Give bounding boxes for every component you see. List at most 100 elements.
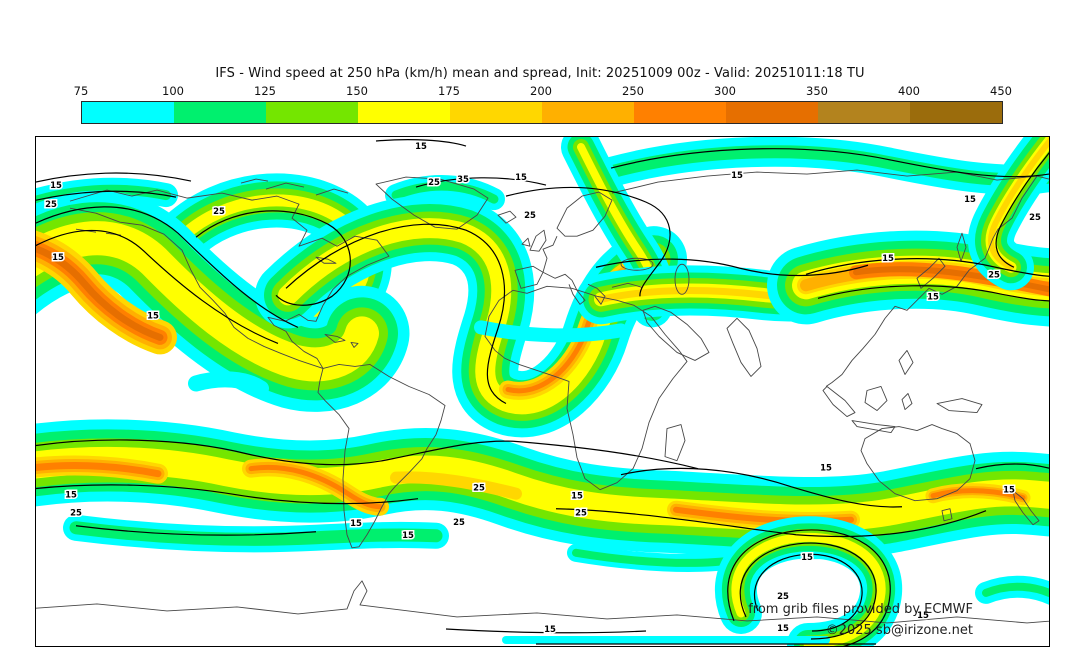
contour-label: 15	[964, 195, 976, 205]
contour-label: 15	[777, 624, 789, 634]
wind-band	[474, 320, 628, 343]
colorbar-tick-label: 150	[346, 84, 368, 98]
colorbar-tick-label: 350	[806, 84, 828, 98]
spread-contour-line	[36, 484, 419, 505]
contour-label: 15	[571, 492, 583, 502]
spread-contour-line	[727, 529, 891, 646]
chart-title: IFS - Wind speed at 250 hPa (km/h) mean …	[215, 66, 865, 81]
colorbar-tick-label: 125	[254, 84, 276, 98]
colorbar-segment	[358, 102, 450, 123]
attribution-line2: ©2025 sb@irizone.net	[825, 623, 973, 638]
spread-contour-line	[375, 139, 467, 147]
colorbar-segment	[174, 102, 266, 123]
spread-contour-line	[505, 186, 671, 297]
contour-label: 15	[801, 553, 813, 563]
coastline-path	[556, 191, 613, 237]
colorbar-segments	[81, 101, 1003, 124]
contour-label: 15	[147, 311, 159, 321]
colorbar-segment	[266, 102, 358, 123]
wind-band	[982, 582, 1049, 598]
colorbar-segment	[634, 102, 726, 123]
spread-contour-line	[805, 258, 1049, 277]
spread-contour-line	[445, 628, 647, 634]
contour-label: 25	[777, 592, 789, 602]
spread-contour-line	[75, 525, 317, 536]
colorbar-tick-label: 100	[162, 84, 184, 98]
contour-label: 25	[70, 509, 82, 519]
coastline-path	[484, 285, 688, 491]
spread-contour-line	[36, 206, 299, 328]
coastline-path	[726, 317, 762, 377]
contour-label: 15	[927, 292, 939, 302]
colorbar-segment	[726, 102, 818, 123]
wind-band	[36, 221, 379, 382]
contour-label: 15	[402, 531, 414, 541]
spread-contours	[36, 139, 1049, 646]
coastline-path	[521, 229, 547, 252]
colorbar-tick-label: 175	[438, 84, 460, 98]
spread-contour-line	[555, 508, 987, 538]
contour-label: 25	[428, 178, 440, 188]
coastline-path	[611, 169, 1049, 194]
colorbar-segment	[82, 102, 174, 123]
attribution: from grib files provided by ECMWF ©2025 …	[748, 599, 973, 641]
spread-contour-line	[753, 553, 863, 632]
coastline-path	[497, 210, 517, 224]
contour-label: 15	[350, 519, 362, 529]
colorbar-segment	[818, 102, 910, 123]
coastline-path	[240, 178, 349, 196]
contour-label: 25	[1029, 213, 1041, 223]
spread-contour-line	[595, 258, 869, 277]
map-frame: 15 25 25 15 15 15 25 35 15 25 15 15 25 15 25 15 15 25 15 15…	[35, 136, 1050, 647]
coastline-path	[860, 424, 976, 522]
wind-band	[390, 471, 522, 500]
spread-contour-line	[36, 229, 279, 344]
contour-label: 25	[575, 509, 587, 519]
coastline-path	[642, 305, 710, 361]
colorbar-segment	[450, 102, 542, 123]
coastline-path	[514, 265, 544, 289]
coastline-path	[674, 263, 690, 295]
coastline-path	[317, 363, 446, 549]
coastline-path	[324, 333, 359, 348]
coastline-path	[620, 257, 654, 271]
colorbar-tick-label: 400	[898, 84, 920, 98]
spread-contour-line	[975, 463, 1049, 470]
contour-label: 15	[917, 611, 929, 621]
spread-contour-line	[415, 177, 547, 188]
colorbar-tick-label: 450	[990, 84, 1012, 98]
coastline-path	[916, 232, 967, 289]
wind-band	[36, 245, 164, 341]
contour-label: 15	[1003, 486, 1015, 496]
spread-contour-line	[285, 223, 507, 405]
coastline-path	[375, 176, 489, 230]
coastline-path	[1012, 490, 1040, 526]
contour-label: 25	[45, 200, 57, 210]
coastline-path	[69, 189, 390, 369]
contour-label: 15	[415, 142, 427, 152]
wind-speed-bands	[36, 137, 1049, 646]
coastlines	[36, 169, 1049, 624]
wind-band	[36, 461, 162, 478]
contour-label: 15	[515, 173, 527, 183]
colorbar-tick-label: 300	[714, 84, 736, 98]
contour-label: 25	[453, 518, 465, 528]
colorbar-ticks: 75 100 125 150 175 200 250 300 350 400 450	[74, 84, 1012, 99]
coastline-path	[36, 580, 1049, 624]
spread-contour-line	[995, 152, 1049, 268]
coastline-path	[825, 175, 1038, 387]
contour-label: 15	[52, 253, 64, 263]
colorbar-tick-label: 75	[73, 84, 89, 98]
wind-band	[188, 371, 269, 397]
contour-label: 25	[473, 484, 485, 494]
contour-label: 15	[65, 491, 77, 501]
wind-band	[731, 532, 886, 646]
coastline-path	[542, 236, 643, 305]
colorbar-tick-label: 200	[530, 84, 552, 98]
coastline-path	[664, 424, 686, 462]
colorbar-segment	[542, 102, 634, 123]
contour-label: 25	[213, 207, 225, 217]
spread-contour-line	[36, 172, 192, 183]
spread-contour-line	[195, 210, 351, 306]
